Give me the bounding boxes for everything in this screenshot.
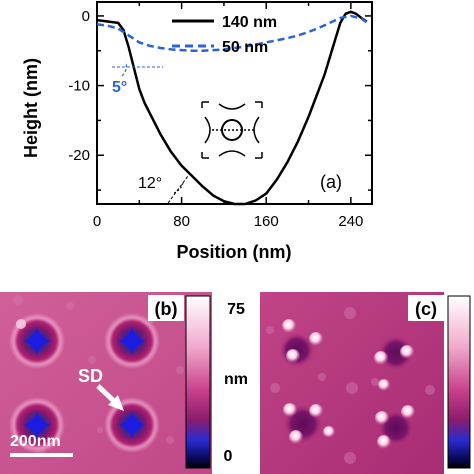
axis-ticks [96,2,372,204]
afm-map-c: (c) [260,292,444,474]
angle-5-label: 5° [112,79,127,96]
bright-spot [16,319,26,329]
colorbar-gradient [447,295,471,469]
x-tick-label: 0 [93,213,101,230]
bright-dot [401,405,415,419]
angle-5-arc [121,61,128,77]
x-tick-label: 160 [254,213,279,230]
colorbar-min-label: 0 [224,448,233,465]
pit [108,401,156,449]
bright-dot [286,349,300,363]
pit [108,317,156,365]
x-axis-label: Position (nm) [177,242,292,262]
bright-dot [309,404,323,418]
bright-dot [283,403,297,417]
pit [13,317,61,365]
panel-label-box [148,295,184,321]
x-tick-label: 240 [338,213,363,230]
bright-dot [282,319,296,333]
angle-12-label: 12° [138,175,162,192]
sd-arrow-head [108,395,124,411]
series-lines [96,10,368,206]
panel-label-a: (a) [320,172,342,192]
faint-dots [266,307,435,464]
panel-label-b: (b) [155,299,178,319]
pit [13,401,61,449]
y-tick-label: -20 [68,147,90,164]
colorbar: 75 nm 0 [185,295,248,469]
colorbar-gradient [185,295,211,469]
afm-map-b: SD 200nm (b) [0,292,212,474]
colorbar-unit-label: nm [224,371,248,388]
angle-12-line [167,175,189,204]
bright-dot [323,426,335,438]
angle-12-arc [173,182,184,194]
sd-label: SD [78,366,103,386]
y-axis-label: Height (nm) [21,58,41,158]
bright-dot [377,435,391,449]
y-tick-label: 0 [82,8,90,25]
bright-dot [374,351,388,365]
scale-bar-label: 200nm [10,433,61,450]
bright-dot [289,430,303,444]
y-tick-label: -10 [68,78,90,95]
x-tick-label: 80 [173,213,190,230]
legend-label-50: 50 nm [222,39,268,56]
bright-dot [375,411,389,425]
panel-label-box [408,295,444,321]
bright-dot [309,332,323,346]
colorbar-max-label: 75 [227,301,245,318]
series-line-140nm [96,10,368,206]
bright-dot [378,379,390,391]
legend-label-140: 140 nm [222,14,277,31]
profile-plot: 0 80 160 240 0 -10 -20 Position (nm) Hei… [21,1,373,262]
bright-dot [400,345,414,359]
dark-region [378,335,414,371]
panel-label-c: (c) [415,299,437,319]
pit-schematic-icon [201,101,263,159]
series-line-50nm [96,14,368,53]
